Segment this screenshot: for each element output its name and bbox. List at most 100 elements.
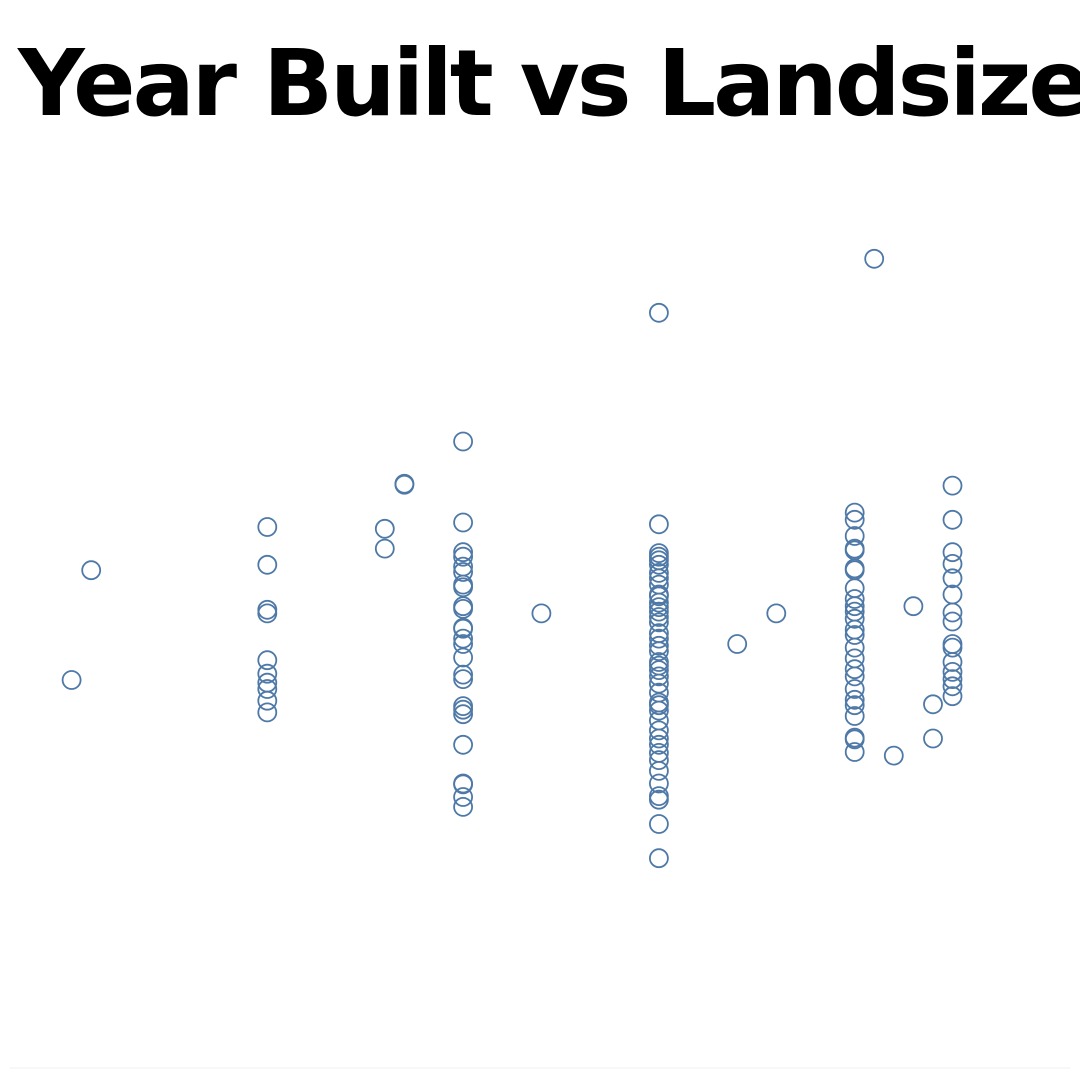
data-point — [374, 518, 395, 539]
data-point — [844, 596, 865, 617]
data-point — [844, 560, 865, 581]
data-point — [453, 431, 474, 452]
data-point — [649, 728, 669, 749]
point-layer — [61, 248, 963, 869]
data-point — [844, 706, 865, 726]
data-point — [453, 647, 474, 668]
data-point — [649, 773, 669, 794]
data-point — [649, 635, 669, 656]
data-point — [923, 694, 943, 715]
data-point — [649, 514, 669, 535]
data-point — [649, 597, 669, 617]
data-point — [257, 690, 278, 711]
chart-title: Year Built vs Landsize — [18, 30, 1080, 137]
data-point — [942, 584, 963, 605]
data-point — [649, 586, 669, 607]
data-point — [942, 475, 963, 496]
data-point — [942, 676, 963, 697]
data-point — [257, 603, 278, 624]
data-point — [942, 554, 963, 574]
data-point — [844, 729, 865, 750]
data-point — [649, 660, 669, 680]
data-point — [649, 612, 669, 633]
data-point — [649, 786, 669, 806]
data-point — [453, 562, 474, 582]
data-point — [453, 577, 474, 598]
data-point — [453, 774, 474, 795]
data-point — [649, 761, 669, 781]
data-point — [942, 686, 963, 707]
data-point — [257, 702, 278, 723]
data-point — [649, 601, 669, 622]
data-point — [903, 596, 924, 617]
data-point — [844, 679, 865, 699]
data-point — [844, 526, 865, 546]
data-point — [649, 592, 669, 613]
data-point — [453, 546, 474, 567]
data-point — [257, 650, 278, 671]
data-point — [942, 568, 963, 589]
data-point — [766, 603, 787, 624]
data-point — [453, 787, 474, 807]
data-point — [649, 673, 669, 694]
data-point — [649, 554, 669, 575]
data-point — [844, 608, 865, 629]
data-point — [453, 797, 474, 817]
data-point — [453, 664, 474, 685]
data-point — [374, 538, 395, 559]
data-point — [649, 563, 669, 583]
data-point — [883, 745, 904, 766]
data-point — [942, 637, 963, 658]
data-point — [649, 302, 669, 323]
data-point — [844, 509, 865, 530]
data-point — [649, 666, 669, 687]
data-point — [257, 517, 278, 537]
data-point — [649, 789, 669, 810]
data-point — [844, 625, 865, 645]
data-point — [649, 814, 669, 834]
data-point — [727, 634, 748, 654]
data-point — [453, 734, 474, 755]
data-point — [942, 542, 963, 563]
data-point — [453, 542, 474, 563]
data-point — [257, 554, 278, 575]
data-point — [394, 474, 415, 495]
data-point — [649, 734, 669, 755]
data-point — [453, 618, 474, 639]
data-point — [844, 589, 865, 609]
data-point — [257, 679, 278, 699]
data-point — [453, 628, 474, 649]
data-point — [649, 700, 669, 721]
data-point — [942, 662, 963, 682]
data-point — [844, 637, 865, 658]
data-point — [864, 248, 885, 269]
data-point — [453, 634, 474, 654]
data-point — [531, 603, 552, 624]
data-point — [453, 704, 474, 725]
data-point — [844, 689, 865, 710]
data-point — [942, 611, 963, 632]
data-point — [257, 599, 278, 620]
data-point — [453, 669, 474, 689]
data-point — [844, 502, 865, 523]
data-point — [844, 648, 865, 669]
data-point — [649, 720, 669, 741]
data-point — [649, 848, 669, 869]
data-point — [844, 695, 865, 716]
data-point — [453, 699, 474, 720]
data-point — [923, 728, 943, 749]
data-point — [844, 558, 865, 579]
data-point — [844, 578, 865, 599]
data-point — [649, 628, 669, 649]
data-point — [844, 659, 865, 680]
data-point — [61, 670, 82, 690]
data-point — [942, 652, 963, 672]
data-point — [649, 607, 669, 627]
data-point — [649, 695, 669, 716]
data-point — [942, 509, 963, 530]
data-point — [649, 750, 669, 770]
data-point — [81, 560, 102, 581]
data-point — [942, 602, 963, 623]
data-point — [453, 512, 474, 533]
